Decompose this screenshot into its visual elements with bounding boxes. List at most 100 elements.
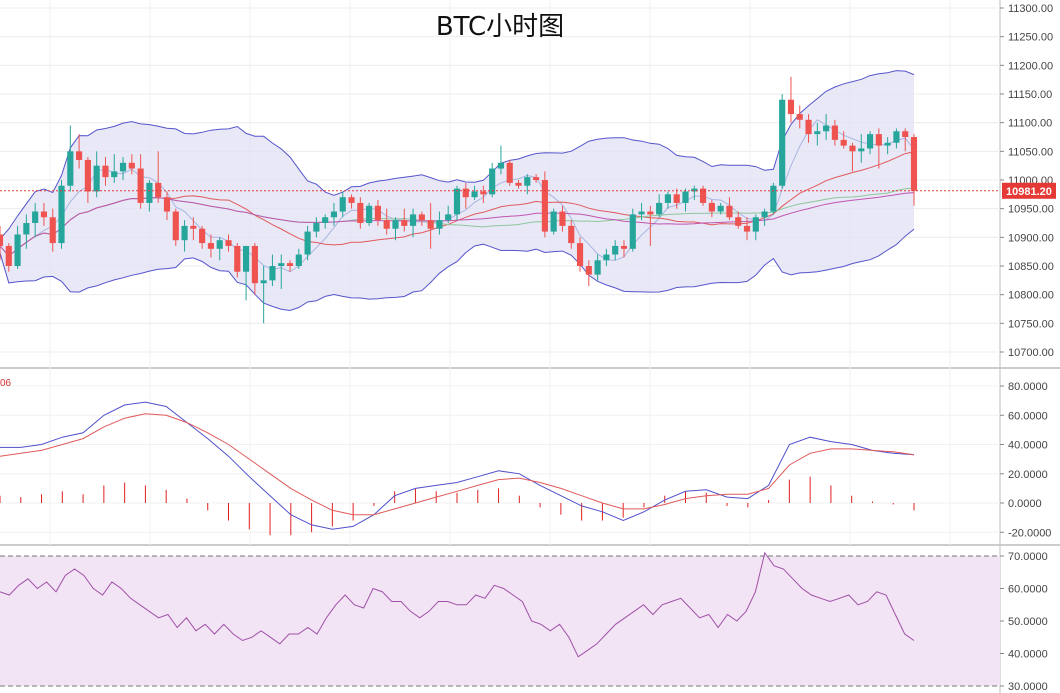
- candle-body: [102, 165, 109, 178]
- macd-dea-line: [0, 413, 915, 516]
- candle-body: [260, 280, 267, 284]
- price-axis: 11300.00 11250.00 11200.00 11150.00 11100.00…: [1000, 3, 1056, 693]
- candle-body: [330, 211, 338, 218]
- candle-body: [427, 220, 434, 229]
- candle-body: [550, 211, 557, 232]
- candle-body: [383, 220, 390, 229]
- last-price-tag: 10981.20: [1002, 182, 1056, 199]
- candle-body: [664, 194, 671, 203]
- macd-dif-line: [0, 401, 915, 530]
- candle-body: [40, 211, 48, 218]
- candle-body: [58, 185, 65, 244]
- candle-body: [401, 220, 408, 226]
- price-tick-label: 10850.00: [1008, 261, 1054, 273]
- candle-body: [673, 194, 680, 203]
- candle-body: [146, 182, 153, 203]
- candle-body: [814, 131, 821, 135]
- macd-corner-label: 06: [0, 378, 12, 389]
- candle-body: [805, 119, 812, 135]
- candle-body: [743, 225, 751, 232]
- candle-body: [0, 234, 4, 246]
- candle-body: [190, 225, 197, 229]
- candle-body: [726, 205, 733, 218]
- candle-body: [620, 245, 628, 249]
- candle-body: [761, 211, 768, 218]
- macd-tick-label: 0.0000: [1008, 498, 1042, 510]
- bollinger-upper-band: [0, 70, 915, 240]
- candle-body: [348, 197, 355, 203]
- macd-panel: 06: [0, 378, 915, 536]
- candle-body: [779, 99, 786, 186]
- chart-title: BTC小时图: [435, 12, 565, 42]
- price-tick-label: 10750.00: [1008, 318, 1054, 330]
- candle-body: [286, 263, 294, 266]
- candle-body: [181, 225, 188, 241]
- candle-body: [216, 240, 223, 249]
- candle-body: [796, 114, 803, 120]
- candle-body: [612, 245, 619, 255]
- candle-body: [243, 245, 250, 272]
- price-tick-label: 10700.00: [1008, 347, 1054, 359]
- candle-body: [137, 168, 144, 203]
- candle-body: [823, 125, 830, 132]
- candle-body: [278, 263, 285, 266]
- candle-body: [585, 266, 592, 275]
- candle-body: [489, 168, 496, 195]
- candle-body: [409, 214, 417, 226]
- price-tick-label: 11300.00: [1008, 3, 1053, 15]
- candle-body: [32, 211, 39, 223]
- candle-body: [515, 182, 522, 186]
- rsi-tick-label: 30.0000: [1008, 681, 1048, 693]
- price-tick-label: 11050.00: [1008, 146, 1053, 158]
- candle-body: [656, 202, 663, 215]
- candle-body: [445, 214, 452, 221]
- candle-body: [866, 134, 874, 149]
- last-price-tag-bg: [1002, 182, 1056, 199]
- candle-body: [875, 134, 882, 146]
- candle-body: [67, 151, 74, 186]
- candle-body: [849, 145, 856, 152]
- rsi-line: [0, 551, 915, 658]
- rsi-tick-label: 70.0000: [1008, 551, 1048, 563]
- macd-tick-label: -20.0000: [1008, 527, 1051, 539]
- candle-body: [840, 139, 847, 146]
- candles: [0, 76, 1000, 324]
- candle-body: [339, 197, 346, 212]
- candle-body: [234, 245, 241, 272]
- candle-body: [735, 217, 742, 226]
- price-tick-label: 10950.00: [1008, 204, 1054, 216]
- candle-body: [313, 223, 320, 232]
- price-tick-label: 10900.00: [1008, 232, 1054, 244]
- macd-tick-label: 60.0000: [1008, 410, 1048, 422]
- candle-body: [497, 162, 505, 169]
- candle-body: [480, 191, 487, 195]
- candle-body: [858, 148, 865, 152]
- candle-body: [357, 202, 364, 223]
- candle-body: [418, 214, 425, 221]
- candle-body: [225, 240, 232, 246]
- candle-body: [576, 243, 584, 266]
- candle-body: [269, 266, 276, 281]
- candle-body: [902, 131, 909, 137]
- price-tick-label: 11200.00: [1008, 60, 1053, 72]
- candle-body: [295, 254, 302, 266]
- candle-body: [84, 159, 91, 192]
- candle-body: [5, 245, 12, 266]
- candle-body: [506, 162, 513, 183]
- macd-tick-label: 40.0000: [1008, 440, 1048, 452]
- candle-body: [207, 243, 214, 249]
- candle-body: [524, 177, 531, 186]
- rsi-band-fill: [0, 556, 1000, 686]
- candle-body: [787, 99, 795, 115]
- price-tick-label: 11250.00: [1008, 32, 1053, 44]
- candle-body: [49, 217, 56, 244]
- candle-body: [392, 220, 399, 229]
- candle-body: [647, 211, 654, 215]
- candle-body: [462, 188, 469, 198]
- candle-body: [93, 165, 100, 192]
- candle-body: [76, 151, 83, 160]
- macd-tick-label: 80.0000: [1008, 381, 1048, 393]
- candle-body: [770, 185, 777, 212]
